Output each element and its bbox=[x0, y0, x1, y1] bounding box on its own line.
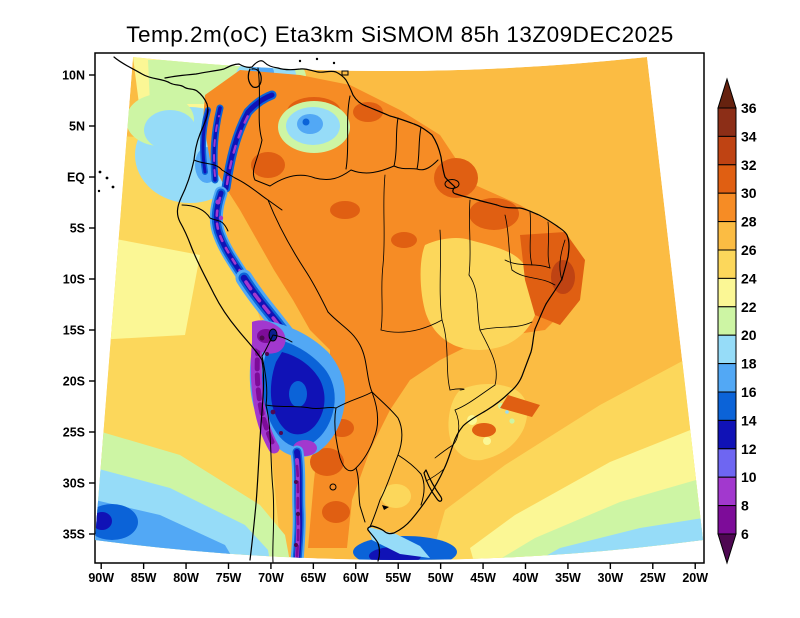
colorbar-cell bbox=[718, 506, 736, 534]
y-tick-label: EQ bbox=[67, 171, 85, 185]
amazon-hot-speck2 bbox=[391, 232, 417, 248]
colorbar-label: 14 bbox=[741, 412, 757, 428]
galapagos-dot bbox=[106, 177, 109, 180]
colorbar-cell bbox=[718, 193, 736, 221]
volcano-speck bbox=[216, 200, 221, 205]
island-dot bbox=[333, 62, 335, 64]
colorbar-label: 6 bbox=[741, 526, 749, 542]
sp-coast-hot bbox=[472, 423, 496, 437]
x-tick-label: 20W bbox=[682, 571, 708, 585]
maranhao-hot bbox=[469, 198, 519, 230]
cold-speck bbox=[279, 431, 283, 435]
x-axis: 90W 85W 80W 75W 70W 65W 60W 55W 50W 45W 40W 35W 30W 2… bbox=[88, 563, 708, 585]
galapagos-dot bbox=[99, 171, 102, 174]
colorbar-label: 22 bbox=[741, 299, 757, 315]
cold-speck bbox=[260, 336, 265, 341]
x-tick-label: 35W bbox=[555, 571, 581, 585]
cold-speck bbox=[265, 352, 269, 356]
galapagos-dot bbox=[98, 190, 100, 192]
colorbar-cell bbox=[718, 136, 736, 164]
venezuela-hot2 bbox=[353, 102, 383, 122]
island-dot bbox=[299, 60, 301, 62]
colorbar-label: 28 bbox=[741, 214, 757, 230]
x-tick-label: 70W bbox=[258, 571, 284, 585]
galapagos-dot bbox=[112, 186, 115, 189]
y-tick-label: 10N bbox=[62, 69, 85, 83]
map-area bbox=[86, 53, 703, 568]
colorbar-cell bbox=[718, 420, 736, 448]
y-tick-label: 35S bbox=[63, 528, 85, 542]
y-tick-label: 5N bbox=[69, 120, 85, 134]
altiplano-inner-light bbox=[289, 381, 307, 407]
colorbar-label: 24 bbox=[741, 270, 757, 286]
amazon-hot-speck bbox=[330, 201, 360, 219]
y-tick-label: 30S bbox=[63, 477, 85, 491]
y-axis: 10N 5N EQ 5S 10S 15S 20S 25S 30S 35S bbox=[62, 69, 95, 542]
x-tick-label: 55W bbox=[385, 571, 411, 585]
colorbar-label: 20 bbox=[741, 327, 757, 343]
colorbar-cell bbox=[718, 392, 736, 420]
colorbar-cell bbox=[718, 449, 736, 477]
colorbar-cell bbox=[718, 165, 736, 193]
x-tick-label: 80W bbox=[173, 571, 199, 585]
x-tick-label: 40W bbox=[513, 571, 539, 585]
volcano-speck bbox=[219, 216, 223, 220]
x-tick-label: 90W bbox=[88, 571, 114, 585]
colorbar-label: 34 bbox=[741, 128, 757, 144]
colorbar-label: 10 bbox=[741, 469, 757, 485]
x-tick-label: 50W bbox=[428, 571, 454, 585]
argentina-hot2 bbox=[322, 501, 350, 523]
x-tick-label: 85W bbox=[131, 571, 157, 585]
temperature-shading bbox=[86, 53, 703, 568]
colorbar-cell bbox=[718, 477, 736, 505]
x-tick-label: 30W bbox=[598, 571, 624, 585]
serra-speck bbox=[505, 410, 509, 414]
serra-speck bbox=[483, 437, 491, 445]
colorbar-cell bbox=[718, 335, 736, 363]
cold-speck bbox=[294, 543, 298, 547]
colorbar-label: 8 bbox=[741, 498, 749, 514]
plot-canvas: Temp.2m(oC) Eta3km SiSMOM 85h 13Z09DEC20… bbox=[0, 0, 800, 618]
serra-speck bbox=[509, 418, 514, 423]
y-tick-label: 10S bbox=[63, 273, 85, 287]
colorbar-arrow-bottom bbox=[718, 534, 736, 563]
colorbar-label: 12 bbox=[741, 441, 757, 457]
llanos-hot bbox=[251, 152, 285, 178]
colorbar-cell bbox=[718, 307, 736, 335]
colorbar-cell bbox=[718, 250, 736, 278]
tepui-speck bbox=[303, 119, 310, 126]
x-tick-label: 75W bbox=[216, 571, 242, 585]
colorbar-label: 36 bbox=[741, 100, 757, 116]
figure-title: Temp.2m(oC) Eta3km SiSMOM 85h 13Z09DEC20… bbox=[126, 22, 673, 47]
colorbar-cell bbox=[718, 278, 736, 306]
weather-map-figure: Temp.2m(oC) Eta3km SiSMOM 85h 13Z09DEC20… bbox=[0, 0, 800, 618]
tepui-core bbox=[297, 114, 323, 134]
x-tick-label: 45W bbox=[470, 571, 496, 585]
y-tick-label: 5S bbox=[70, 222, 85, 236]
cold-speck bbox=[294, 480, 298, 484]
cold-speck bbox=[296, 512, 300, 516]
colorbar: 36 34 32 30 28 26 24 22 20 18 16 14 12 10 8 6 bbox=[718, 79, 757, 563]
colorbar-arrow-top bbox=[718, 79, 736, 108]
y-tick-label: 25S bbox=[63, 426, 85, 440]
colorbar-label: 26 bbox=[741, 242, 757, 258]
colorbar-cell bbox=[718, 108, 736, 136]
cold-speck bbox=[271, 410, 276, 415]
pacific-cool-core bbox=[144, 110, 196, 150]
colorbar-cell bbox=[718, 222, 736, 250]
x-tick-label: 60W bbox=[343, 571, 369, 585]
island-dot bbox=[316, 58, 318, 60]
y-tick-label: 20S bbox=[63, 375, 85, 389]
colorbar-label: 18 bbox=[741, 356, 757, 372]
colorbar-label: 16 bbox=[741, 384, 757, 400]
colorbar-cell bbox=[718, 364, 736, 392]
x-tick-label: 25W bbox=[640, 571, 666, 585]
colorbar-label: 30 bbox=[741, 185, 757, 201]
y-tick-label: 15S bbox=[63, 324, 85, 338]
amazon-mouth-hot bbox=[434, 158, 478, 198]
colorbar-label: 32 bbox=[741, 157, 757, 173]
x-tick-label: 65W bbox=[300, 571, 326, 585]
